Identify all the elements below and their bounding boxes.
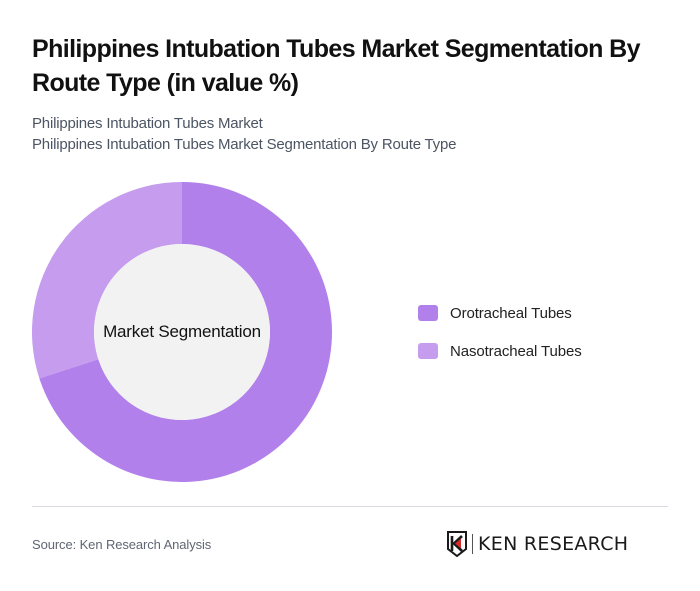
legend-label: Orotracheal Tubes — [450, 304, 572, 322]
legend-item-nasotracheal[interactable]: Nasotracheal Tubes — [418, 340, 582, 362]
ken-research-logo: KEN RESEARCH — [446, 531, 628, 557]
logo-text: KEN RESEARCH — [478, 533, 629, 555]
subtitle-line-2: Philippines Intubation Tubes Market Segm… — [32, 136, 457, 153]
legend-swatch-orotracheal — [418, 305, 438, 321]
legend-swatch-nasotracheal — [418, 343, 438, 359]
logo-separator — [472, 534, 473, 554]
subtitle-line-1: Philippines Intubation Tubes Market — [32, 115, 263, 132]
donut-slice-nasotracheal-tubes[interactable] — [32, 182, 182, 379]
donut-svg — [32, 182, 332, 482]
donut-chart — [32, 182, 332, 482]
chart-subtitle: Philippines Intubation Tubes Market Phil… — [32, 113, 456, 155]
legend-label: Nasotracheal Tubes — [450, 342, 582, 360]
donut-hole — [94, 244, 270, 420]
footer-divider — [32, 506, 668, 507]
donut-slice-orotracheal-tubes[interactable] — [39, 182, 332, 482]
chart-legend: Orotracheal Tubes Nasotracheal Tubes — [418, 302, 582, 378]
source-text: Source: Ken Research Analysis — [32, 537, 212, 552]
ken-research-shield-icon — [447, 531, 467, 557]
legend-item-orotracheal[interactable]: Orotracheal Tubes — [418, 302, 582, 324]
chart-title: Philippines Intubation Tubes Market Segm… — [32, 35, 640, 97]
